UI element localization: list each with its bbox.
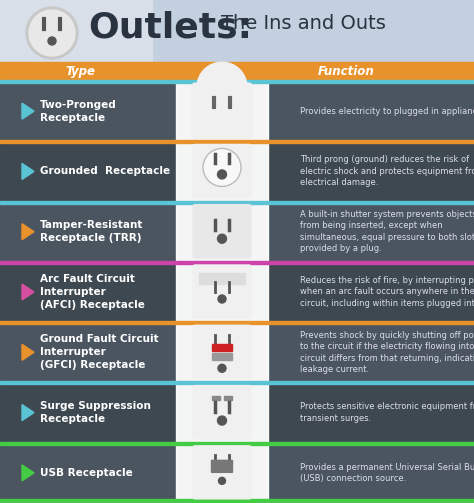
Text: Type: Type (65, 65, 95, 78)
Bar (0, 322, 474, 382)
Text: Prevents shock by quickly shutting off power
to the circuit if the electricity f: Prevents shock by quickly shutting off p… (300, 330, 474, 374)
Text: Two-Pronged
Receptacle: Two-Pronged Receptacle (40, 100, 117, 123)
Circle shape (218, 416, 227, 425)
Text: Protects sensitive electronic equipment from
transient surges.: Protects sensitive electronic equipment … (300, 402, 474, 423)
Bar (0, 321, 474, 324)
Bar (176, 142, 268, 201)
Circle shape (219, 477, 226, 484)
Text: A built-in shutter system prevents objects
from being inserted, except when
simu: A built-in shutter system prevents objec… (300, 210, 474, 254)
Bar (0, 262, 474, 322)
Text: Arc Fault Circuit
Interrupter
(AFCI) Receptacle: Arc Fault Circuit Interrupter (AFCI) Rec… (40, 274, 145, 310)
Bar (176, 323, 268, 381)
Bar (0, 202, 474, 262)
Bar (212, 395, 220, 399)
Text: Outlets:: Outlets: (88, 10, 252, 44)
Bar (0, 80, 474, 83)
Bar (176, 263, 268, 321)
Text: The Ins and Outs: The Ins and Outs (221, 14, 386, 33)
Polygon shape (22, 103, 34, 119)
Polygon shape (22, 163, 34, 180)
Circle shape (48, 37, 56, 45)
Bar (0, 62, 474, 81)
Bar (212, 353, 232, 360)
FancyBboxPatch shape (211, 466, 233, 472)
Bar (176, 82, 268, 140)
Polygon shape (22, 284, 34, 300)
Bar (0, 381, 474, 384)
Bar (0, 382, 474, 443)
Text: Provides a permanent Universal Serial Bus
(USB) connection source.: Provides a permanent Universal Serial Bu… (300, 463, 474, 483)
Bar (176, 383, 268, 442)
Bar (0, 0, 474, 62)
Bar (0, 499, 474, 503)
FancyBboxPatch shape (193, 446, 251, 499)
Text: Grounded  Receptacle: Grounded Receptacle (40, 166, 170, 177)
Polygon shape (22, 404, 34, 421)
Bar (0, 0, 152, 62)
Text: Ground Fault Circuit
Interrupter
(GFCI) Receptacle: Ground Fault Circuit Interrupter (GFCI) … (40, 334, 159, 371)
Text: Function: Function (318, 65, 374, 78)
Text: Provides electricity to plugged in appliance.: Provides electricity to plugged in appli… (300, 107, 474, 116)
Polygon shape (22, 224, 34, 240)
Circle shape (203, 148, 241, 187)
Polygon shape (22, 344, 34, 360)
Bar (0, 81, 474, 141)
FancyBboxPatch shape (193, 265, 251, 318)
FancyBboxPatch shape (192, 83, 252, 138)
Bar (176, 203, 268, 261)
FancyBboxPatch shape (193, 205, 251, 258)
Bar (199, 273, 245, 284)
Text: Surge Suppression
Receptacle: Surge Suppression Receptacle (40, 401, 151, 424)
Text: Look: Look (206, 65, 238, 78)
Bar (0, 201, 474, 204)
Circle shape (218, 295, 226, 303)
Circle shape (26, 7, 78, 59)
Text: Third prong (ground) reduces the risk of
electric shock and protects equipment f: Third prong (ground) reduces the risk of… (300, 155, 474, 188)
Text: Tamper-Resistant
Receptacle (TRR): Tamper-Resistant Receptacle (TRR) (40, 220, 143, 243)
Circle shape (218, 364, 226, 372)
FancyBboxPatch shape (193, 144, 251, 198)
Circle shape (197, 62, 247, 112)
Bar (176, 444, 268, 502)
Circle shape (218, 234, 227, 243)
FancyBboxPatch shape (193, 325, 251, 378)
Circle shape (29, 10, 75, 56)
Bar (0, 141, 474, 202)
Bar (0, 443, 474, 503)
Bar (212, 344, 232, 351)
FancyBboxPatch shape (211, 460, 233, 466)
Bar (0, 261, 474, 264)
Bar (0, 442, 474, 445)
Polygon shape (22, 465, 34, 481)
Text: Reduces the risk of fire, by interrupting power
when an arc fault occurs anywher: Reduces the risk of fire, by interruptin… (300, 276, 474, 308)
Bar (224, 395, 232, 399)
Text: USB Receptacle: USB Receptacle (40, 468, 133, 478)
Bar (0, 140, 474, 143)
FancyBboxPatch shape (193, 386, 251, 439)
Circle shape (218, 170, 227, 179)
